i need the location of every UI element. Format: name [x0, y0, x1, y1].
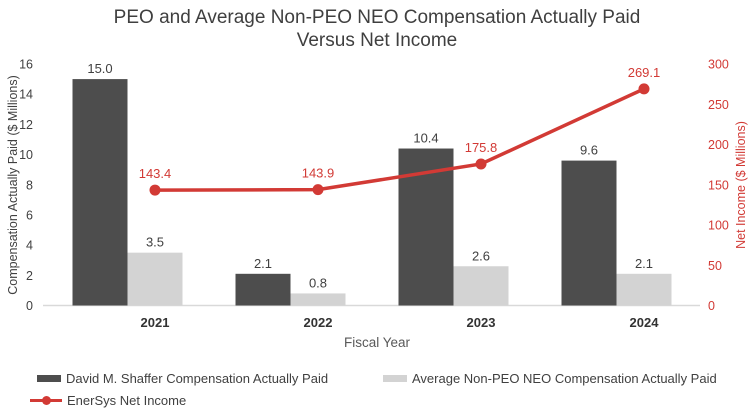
bar-label-peo: 10.4 [413, 131, 438, 146]
chart-title-line2: Versus Net Income [296, 30, 458, 51]
bar-label-non-peo: 0.8 [309, 275, 327, 290]
bar-non-peo-2022 [290, 293, 346, 306]
bar-non-peo-2023 [453, 266, 509, 306]
y-right-tick-label: 0 [708, 299, 715, 313]
net-income-label: 143.4 [139, 166, 172, 181]
y-right-tick-label: 250 [708, 98, 729, 112]
bar-peo-2022 [235, 273, 291, 306]
bar-non-peo-2024 [616, 273, 672, 306]
net-income-label: 143.9 [302, 166, 335, 181]
y-left-tick-label: 2 [26, 269, 33, 283]
chart-title-line1: PEO and Average Non-PEO NEO Compensation… [113, 7, 641, 28]
net-income-label: 269.1 [628, 65, 661, 80]
y-left-tick-label: 16 [19, 58, 33, 72]
y-right-tick-label: 50 [708, 259, 722, 273]
bar-peo-2021 [72, 79, 128, 306]
bar-label-peo: 9.6 [580, 143, 598, 158]
y-left-tick-label: 10 [19, 148, 33, 162]
y-right-tick-label: 100 [708, 219, 729, 233]
net-income-marker-2023 [475, 158, 487, 170]
y-right-tick-label: 300 [708, 58, 729, 72]
y-right-tick-label: 200 [708, 138, 729, 152]
y-left-tick-label: 12 [19, 118, 33, 132]
x-tick-label: 2021 [141, 315, 170, 330]
x-tick-label: 2023 [467, 315, 496, 330]
net-income-marker-2021 [149, 184, 161, 196]
bar-label-non-peo: 3.5 [146, 235, 164, 250]
bar-label-peo: 2.1 [254, 256, 272, 271]
y-left-tick-label: 14 [19, 88, 33, 102]
y-left-tick-label: 6 [26, 208, 33, 222]
y-left-tick-label: 0 [26, 299, 33, 313]
chart-title: PEO and Average Non-PEO NEO Compensation… [0, 6, 754, 52]
x-tick-label: 2022 [304, 315, 333, 330]
bar-non-peo-2021 [127, 252, 183, 306]
x-axis-title: Fiscal Year [343, 335, 411, 350]
y-left-tick-label: 8 [26, 178, 33, 192]
y-right-tick-label: 150 [708, 178, 729, 192]
net-income-marker-2024 [638, 83, 650, 95]
bar-label-non-peo: 2.1 [635, 256, 653, 271]
net-income-line [154, 87, 645, 192]
net-income-label: 175.8 [465, 140, 498, 155]
bar-label-non-peo: 2.6 [472, 248, 490, 263]
bar-peo-2024 [561, 160, 617, 306]
net-income-marker-2022 [312, 184, 324, 196]
x-tick-label: 2024 [630, 315, 660, 330]
y-left-tick-label: 4 [26, 239, 33, 253]
bar-label-peo: 15.0 [87, 61, 112, 76]
